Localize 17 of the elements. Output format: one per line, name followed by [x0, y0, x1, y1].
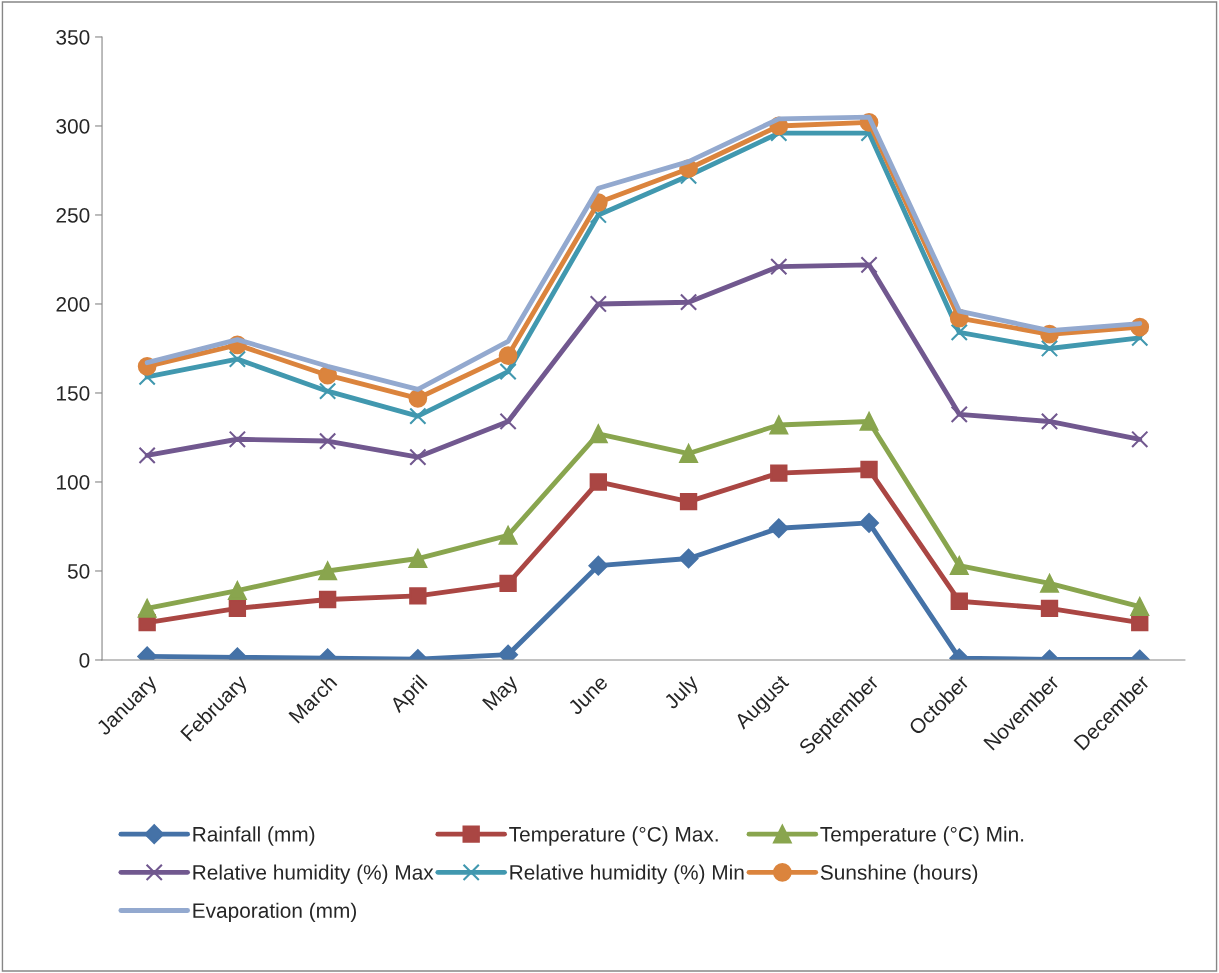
y-tick-label: 0 — [79, 652, 90, 668]
y-tick-label: 200 — [56, 296, 90, 312]
legend-label: Temperature (°C) Max. — [509, 826, 718, 846]
x-tick-label: July — [662, 673, 703, 713]
y-tick-label: 300 — [56, 118, 90, 134]
y-tick-label: 250 — [56, 207, 90, 223]
y-tick-label: 150 — [57, 385, 90, 401]
y-tick-label: 350 — [56, 29, 90, 45]
y-tick-label: 100 — [57, 474, 90, 490]
legend-label: Relative humidity (%) Max — [193, 864, 434, 884]
legend-label: Relative humidity (%) Min — [510, 864, 744, 884]
legend-label: Temperature (°C) Min. — [820, 826, 1024, 846]
legend-label: Evaporation (mm) — [193, 902, 356, 923]
x-tick-label: May — [482, 673, 522, 714]
legend-label: Sunshine (hours) — [820, 864, 978, 884]
legend-label: Rainfall (mm) — [193, 826, 315, 846]
y-tick-label: 50 — [67, 563, 90, 579]
